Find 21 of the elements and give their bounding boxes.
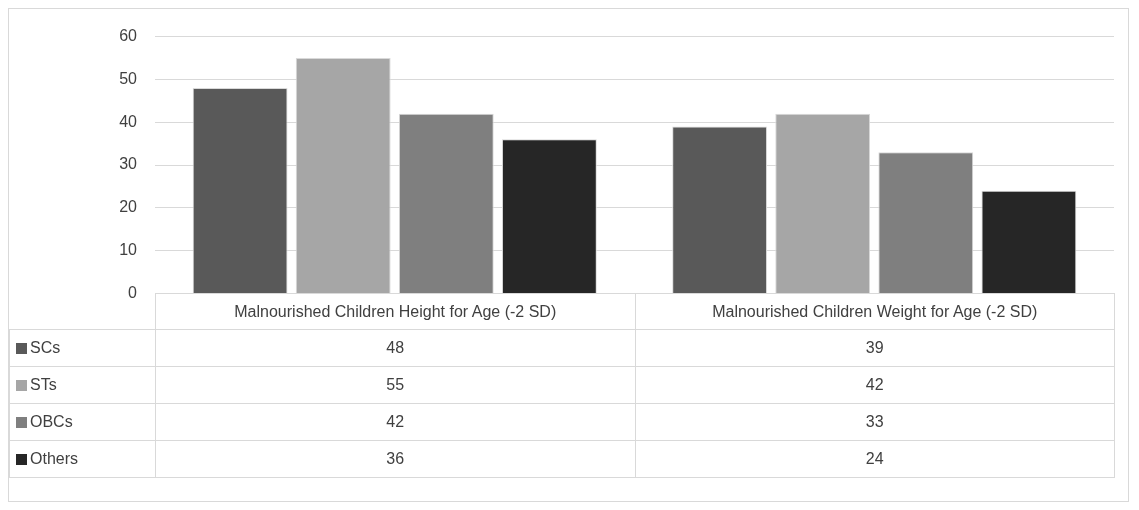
legend-label: Others bbox=[9, 440, 156, 478]
data-label: 42 bbox=[635, 366, 1115, 404]
y-tick-label: 50 bbox=[119, 69, 138, 87]
y-tick-label: 0 bbox=[128, 283, 138, 301]
y-tick-label: 30 bbox=[119, 155, 138, 173]
data-label: 55 bbox=[155, 366, 635, 404]
data-label: 24 bbox=[635, 440, 1115, 478]
x-tick-label: Malnourished Children Height for Age (-2 SD) bbox=[155, 293, 635, 330]
x-tick-label: Malnourished Children Weight for Age (-2 SD) bbox=[635, 293, 1115, 330]
legend-label: OBCs bbox=[9, 403, 156, 441]
data-label: 39 bbox=[635, 329, 1115, 367]
legend-label: SCs bbox=[9, 329, 156, 367]
y-tick-label: 40 bbox=[119, 112, 138, 130]
data-label: 33 bbox=[635, 403, 1115, 441]
data-label: 48 bbox=[155, 329, 635, 367]
legend-label: STs bbox=[9, 366, 156, 404]
y-tick-label: 20 bbox=[119, 198, 138, 216]
data-label: 36 bbox=[155, 440, 635, 478]
y-tick-label: 60 bbox=[119, 27, 138, 45]
y-tick-label: 10 bbox=[119, 241, 138, 259]
data-label: 42 bbox=[155, 403, 635, 441]
